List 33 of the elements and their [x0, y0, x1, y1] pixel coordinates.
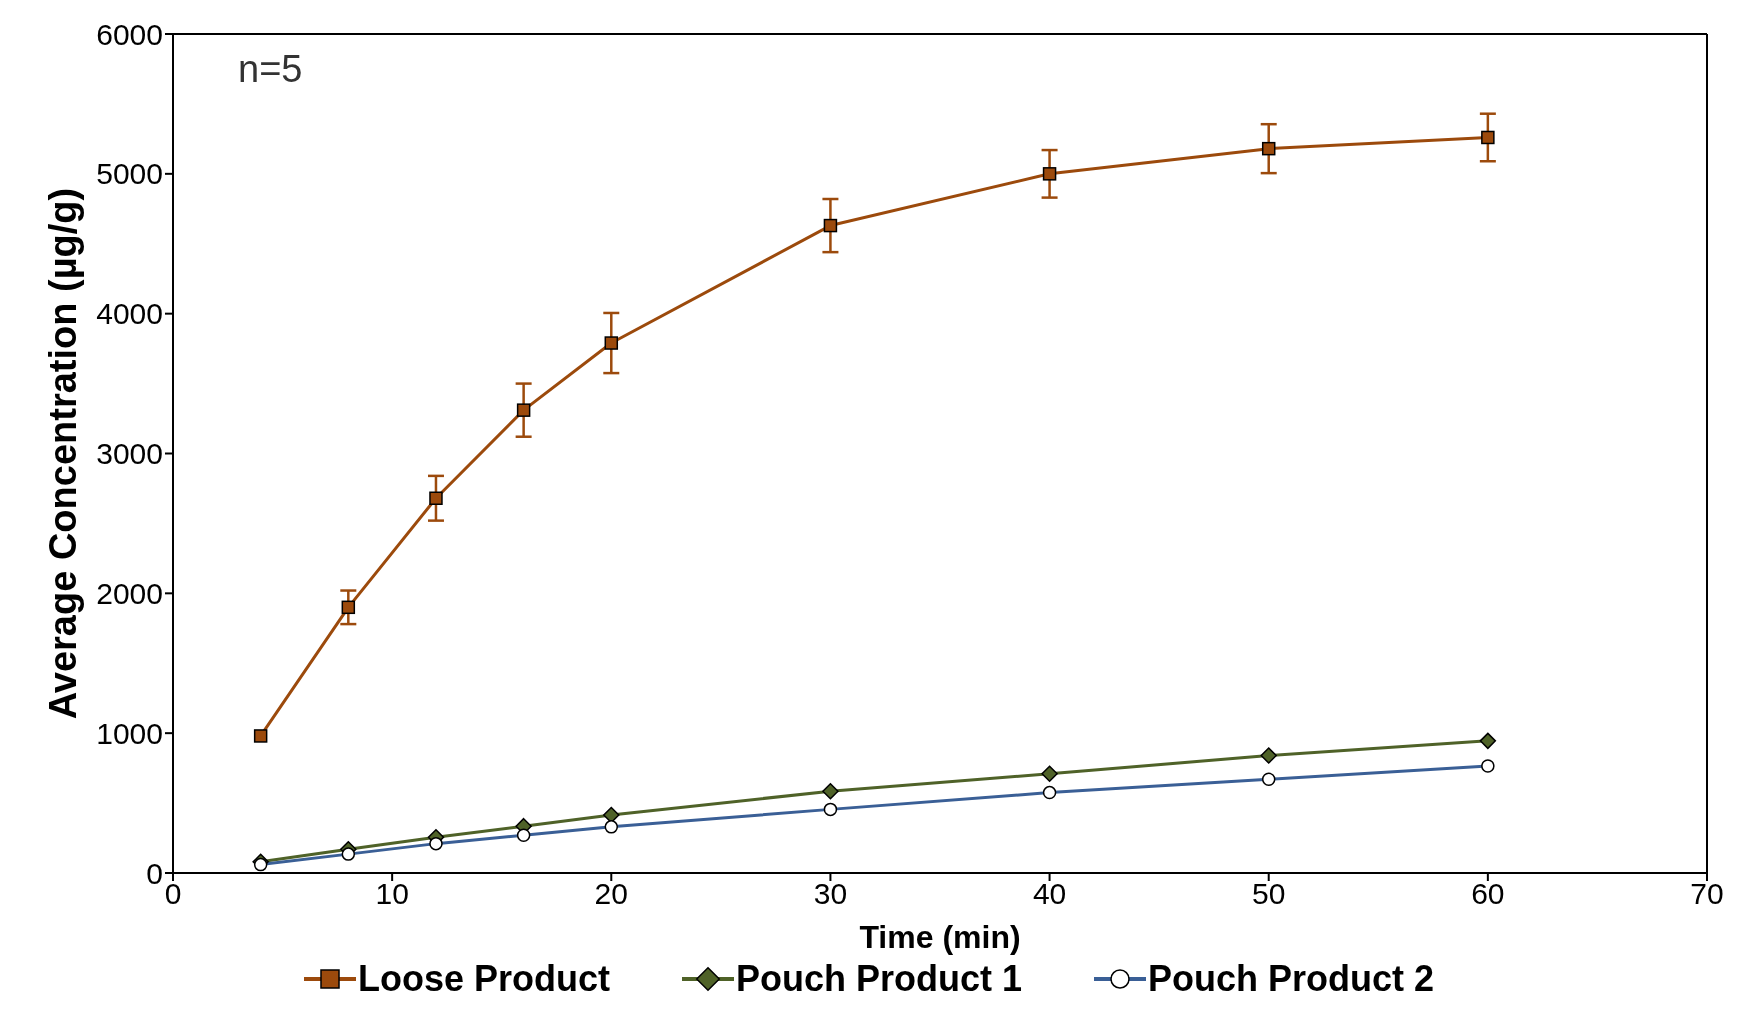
point	[1479, 732, 1497, 750]
x-tick-label: 10	[375, 877, 409, 911]
point	[1041, 765, 1058, 782]
x-axis-title: Time (min)	[859, 919, 1021, 955]
x-tick-label: 70	[1690, 877, 1724, 911]
point	[1260, 747, 1277, 764]
x-tick-label: 60	[1471, 877, 1505, 911]
x-tick-label: 20	[594, 877, 628, 911]
y-tick-label: 0	[146, 856, 163, 890]
point	[1261, 141, 1276, 156]
point	[516, 403, 531, 417]
y-tick-label: 1000	[96, 716, 163, 750]
point	[341, 600, 356, 615]
legend-label: Pouch Product 1	[735, 958, 1023, 1000]
point	[1042, 167, 1057, 181]
point	[604, 336, 619, 350]
y-tick-label: 2000	[96, 576, 163, 610]
y-tick-label: 4000	[96, 297, 163, 331]
y-axis-title: Average Concentration (µg/g)	[42, 187, 85, 720]
point	[253, 729, 268, 743]
y-tick-label: 3000	[96, 437, 163, 471]
x-tick-label: 30	[813, 877, 848, 911]
point	[822, 782, 839, 800]
annotation: n=5	[238, 48, 303, 91]
legend-label: Loose Product	[357, 958, 610, 1000]
legend-label: Pouch Product 2	[1148, 958, 1435, 1000]
x-tick-label: 50	[1252, 877, 1286, 911]
point	[1481, 130, 1495, 145]
point	[823, 218, 838, 233]
x-tick-label: 40	[1032, 877, 1067, 911]
point	[429, 491, 443, 505]
y-tick-label: 6000	[96, 17, 163, 51]
y-tick-label: 5000	[96, 157, 163, 191]
